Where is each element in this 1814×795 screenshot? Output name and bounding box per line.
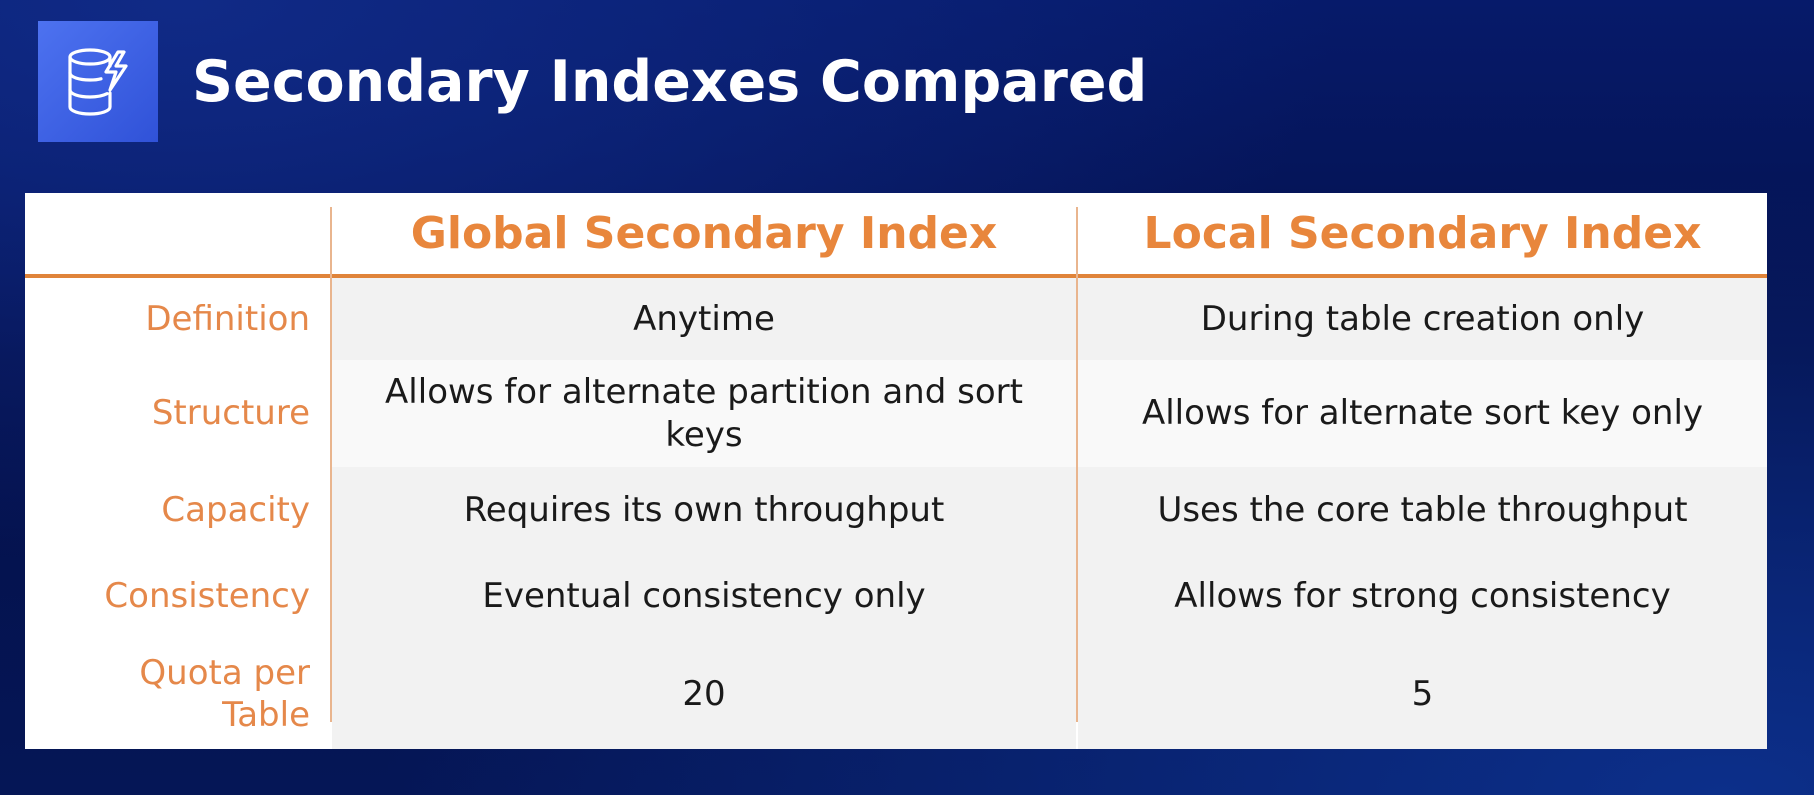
lsi-cell: Allows for strong consistency	[1078, 553, 1767, 639]
row-label: Structure	[25, 360, 310, 467]
table-row-capacity: Capacity Requires its own throughput Use…	[25, 467, 1767, 553]
gsi-cell: 20	[332, 639, 1076, 749]
lsi-cell: Uses the core table throughput	[1078, 467, 1767, 553]
dynamodb-icon	[68, 47, 128, 116]
column-divider	[1076, 207, 1078, 722]
column-divider	[330, 207, 332, 722]
table-row-structure: Structure Allows for alternate partition…	[25, 360, 1767, 467]
table-row-definition: Definition Anytime During table creation…	[25, 278, 1767, 360]
dynamodb-logo	[38, 21, 158, 142]
row-label: Capacity	[25, 467, 310, 553]
table-row-consistency: Consistency Eventual consistency only Al…	[25, 553, 1767, 639]
table-row-quota: Quota per Table 20 5	[25, 639, 1767, 749]
slide-title: Secondary Indexes Compared	[192, 49, 1148, 115]
gsi-cell: Allows for alternate partition and sort …	[332, 360, 1076, 467]
lsi-cell: Allows for alternate sort key only	[1078, 360, 1767, 467]
row-label: Consistency	[25, 553, 310, 639]
row-label: Quota per Table	[25, 639, 310, 749]
column-header-global-secondary-index: Global Secondary Index	[410, 208, 998, 259]
row-label: Definition	[25, 278, 310, 360]
column-header-local-secondary-index: Local Secondary Index	[1143, 208, 1702, 259]
table-header: Global Secondary Index Local Secondary I…	[25, 193, 1767, 278]
gsi-cell: Anytime	[332, 278, 1076, 360]
lsi-cell: 5	[1078, 639, 1767, 749]
gsi-cell: Requires its own throughput	[332, 467, 1076, 553]
comparison-table: Global Secondary Index Local Secondary I…	[25, 193, 1767, 749]
lsi-cell: During table creation only	[1078, 278, 1767, 360]
gsi-cell: Eventual consistency only	[332, 553, 1076, 639]
